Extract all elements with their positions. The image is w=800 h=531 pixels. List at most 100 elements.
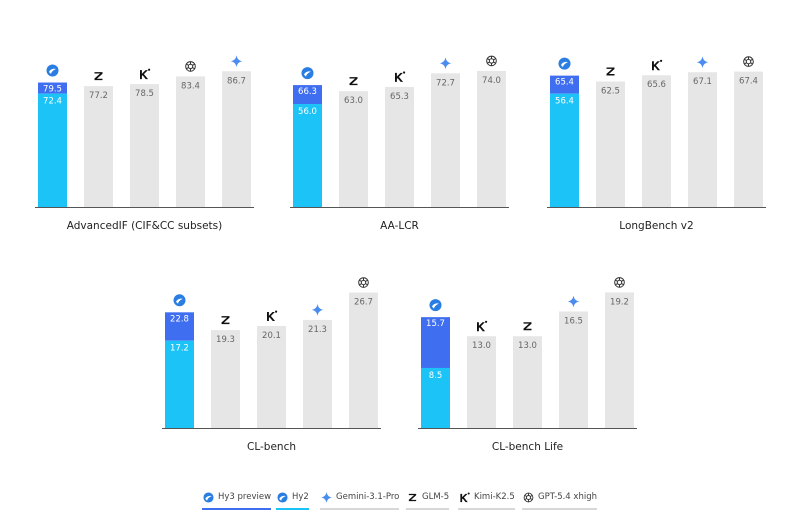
value-label-gemini: 21.3: [308, 325, 327, 335]
legend-line-kimi: [458, 508, 515, 510]
legend: Hy3 preview Hy2 Gemini-3.1-Pro GLM-5 Kim…: [200, 488, 600, 510]
value-label-kimi: 20.1: [262, 331, 281, 341]
legend-line-gemini: [320, 508, 400, 510]
chart-4: 22.8 17.2 19.3 20.1 21.3 26.7 CL-bench: [162, 277, 381, 453]
x-axis-label: CL-bench Life: [492, 441, 563, 453]
value-label-kimi: 13.0: [472, 341, 491, 351]
bar-gpt: [349, 292, 378, 428]
glm-icon: [606, 67, 615, 76]
value-label-gemini: 67.1: [693, 77, 712, 87]
bar-hy2: [293, 104, 322, 207]
value-label-gpt: 74.0: [482, 76, 501, 86]
hunyuan-icon: [429, 299, 442, 312]
bar-hy3-preview: [38, 82, 67, 94]
bar-glm: [513, 336, 542, 428]
legend-item-gemini: Gemini-3.1-Pro: [320, 488, 400, 510]
bar-gpt: [176, 76, 205, 207]
hunyuan-icon: [202, 491, 214, 503]
value-label-hy2: 72.4: [43, 97, 62, 107]
bar-gpt: [734, 71, 763, 207]
hunyuan-icon: [558, 57, 571, 70]
hunyuan-icon: [301, 67, 314, 80]
gpt-icon: [486, 55, 497, 67]
bar-glm: [84, 86, 113, 207]
gpt-icon: [743, 56, 754, 67]
chart-3: 65.4 56.4 62.5 65.6 67.1 67.4 LongBench v2: [547, 56, 766, 232]
legend-label-glm: GLM-5: [422, 492, 450, 502]
legend-item-hy2: Hy2: [276, 488, 309, 510]
kimi-icon: [267, 310, 278, 322]
bar-kimi: [642, 75, 671, 208]
x-axis-label: AdvancedIF (CIF&CC subsets): [67, 220, 223, 232]
value-label-glm: 19.3: [216, 335, 235, 345]
bar-gpt: [605, 292, 634, 428]
hunyuan-icon: [276, 491, 288, 503]
value-label-kimi: 65.3: [390, 92, 409, 102]
value-label-kimi: 78.5: [135, 89, 154, 99]
gpt-icon: [358, 277, 369, 288]
bar-gemini: [559, 311, 588, 428]
bar-gemini: [688, 72, 717, 207]
bar-gemini: [303, 319, 332, 428]
bar-gemini: [222, 71, 251, 208]
x-axis-label: AA-LCR: [380, 220, 419, 232]
value-label-gemini: 16.5: [564, 316, 583, 326]
gemini-icon: [567, 295, 580, 308]
value-label-glm: 13.0: [518, 341, 537, 351]
value-label-gpt: 83.4: [181, 81, 200, 91]
bar-gemini: [431, 73, 460, 208]
x-axis-label: CL-bench: [247, 441, 296, 453]
gemini-icon: [696, 56, 709, 69]
value-label-hy3-preview: 15.7: [426, 319, 445, 329]
value-label-hy3-preview: 65.4: [555, 78, 574, 88]
bar-kimi: [467, 336, 496, 428]
legend-line-hy3-preview: [202, 508, 272, 510]
gemini-icon: [311, 303, 324, 316]
value-label-hy3-preview: 22.8: [170, 314, 189, 324]
gemini-icon: [230, 55, 243, 68]
bar-hy2: [421, 367, 450, 428]
legend-line-glm: [406, 508, 450, 510]
bar-hy3-preview: [421, 317, 450, 368]
bar-glm: [339, 91, 368, 207]
gpt-icon: [614, 277, 625, 288]
bar-kimi: [257, 326, 286, 428]
legend-item-hy3-preview: Hy3 preview: [202, 488, 272, 510]
bar-hy3-preview: [550, 75, 579, 94]
bar-hy3-preview: [293, 85, 322, 105]
legend-label-hy3-preview: Hy3 preview: [218, 492, 272, 502]
legend-label-hy2: Hy2: [292, 492, 309, 502]
value-label-gpt: 26.7: [354, 298, 373, 308]
value-label-gemini: 86.7: [227, 76, 246, 86]
value-label-glm: 62.5: [601, 86, 620, 96]
bar-hy2: [38, 93, 67, 207]
value-label-kimi: 65.6: [647, 80, 666, 90]
kimi-k-icon: [458, 491, 470, 503]
chart-1: 79.5 72.4 77.2 78.5 83.4 86.7 AdvancedIF (CIF&…: [35, 55, 254, 232]
kimi-icon: [652, 59, 663, 71]
value-label-glm: 77.2: [89, 91, 108, 101]
value-label-hy3-preview: 66.3: [298, 87, 317, 97]
openai-knot-icon: [522, 491, 534, 503]
kimi-icon: [477, 320, 488, 332]
bar-glm: [211, 330, 240, 428]
value-label-hy2: 56.4: [555, 97, 574, 107]
gemini-icon: [439, 57, 452, 70]
value-label-gpt: 19.2: [610, 297, 629, 307]
kimi-icon: [140, 68, 151, 80]
legend-label-gpt: GPT-5.4 xhigh: [538, 492, 597, 502]
hunyuan-icon: [173, 294, 186, 307]
bar-gpt: [477, 70, 506, 207]
zhipu-z-icon: [406, 491, 418, 503]
bar-hy3-preview: [165, 312, 194, 341]
legend-item-kimi: Kimi-K2.5: [458, 488, 515, 510]
glm-icon: [221, 316, 230, 325]
legend-line-gpt: [522, 508, 597, 510]
legend-label-gemini: Gemini-3.1-Pro: [336, 492, 400, 502]
value-label-glm: 63.0: [344, 96, 363, 106]
value-label-hy2: 56.0: [298, 107, 317, 117]
legend-item-glm: GLM-5: [406, 488, 450, 510]
glm-icon: [523, 322, 532, 331]
bar-glm: [596, 81, 625, 207]
